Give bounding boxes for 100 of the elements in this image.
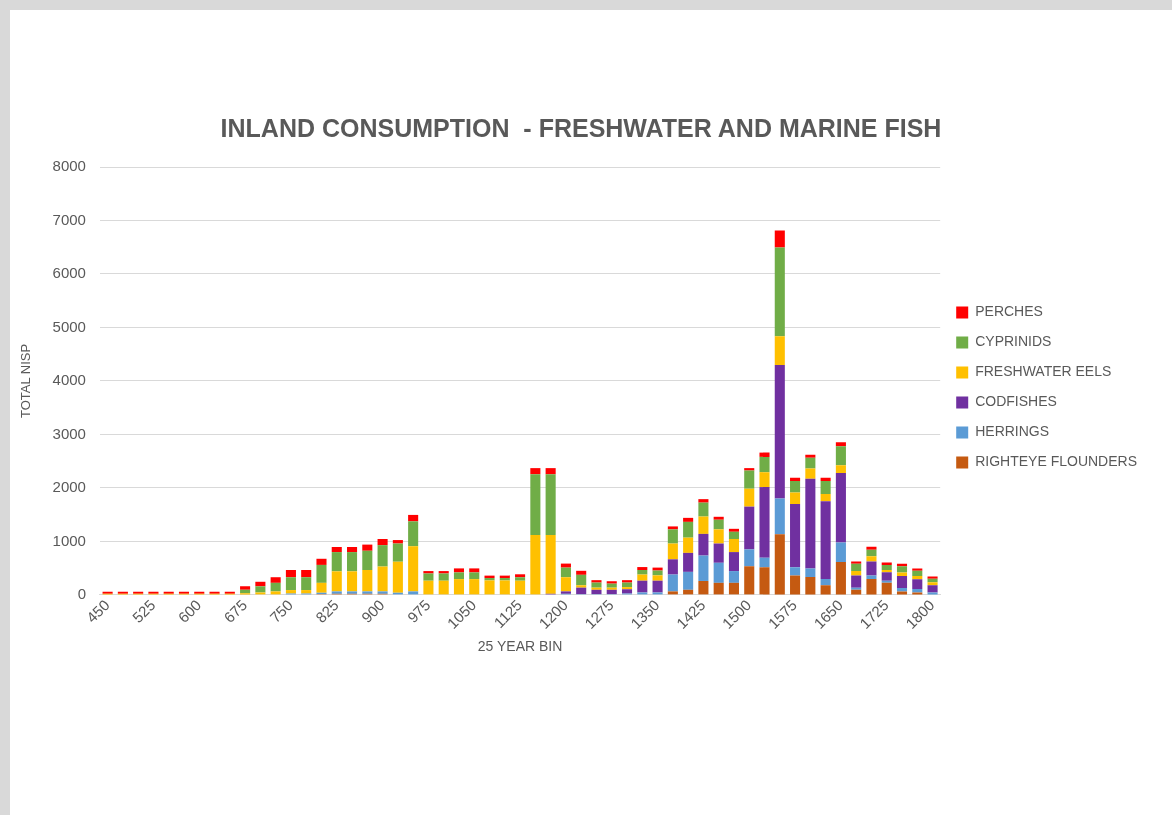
bar [698,502,709,517]
bar [621,580,633,583]
bar [667,591,678,595]
bar [866,549,877,557]
bar [392,540,403,544]
bar [912,579,923,589]
y-tick-label: 1000 [52,531,86,549]
bar [270,591,281,595]
bar [927,582,938,586]
bar [347,552,358,572]
bar [606,587,617,590]
bar [774,534,785,595]
bar [423,573,434,581]
bar [835,465,846,473]
bar [408,546,419,592]
legend-label: CODFISHES [975,393,1057,410]
bar [866,561,877,576]
bar [698,580,709,595]
bar [576,585,587,588]
bar [759,452,770,457]
bar [820,579,831,586]
y-tick-label: 2000 [52,478,86,496]
bar [683,517,694,522]
bar [591,580,602,583]
x-tick-label: 900 [357,596,388,626]
x-tick-label: 825 [312,596,342,626]
bar [683,537,694,553]
bar [744,566,755,595]
bar [866,579,877,595]
legend-label: RIGHTEYE FLOUNDERS [975,453,1138,470]
bar [805,468,816,479]
bar [774,336,785,365]
bar [331,547,342,553]
bar [408,514,419,522]
bar [637,580,648,593]
bar [698,555,709,581]
bar [652,575,663,581]
x-tick-label: 525 [128,596,159,626]
bar [744,549,755,567]
bar [591,582,602,588]
bar [423,580,434,595]
x-axis-title: 25 YEAR BIN [477,638,563,655]
bar [759,567,770,595]
bar [851,575,862,588]
bar [347,547,358,553]
bar [270,577,281,583]
bar [240,586,251,590]
bar [790,575,801,595]
bar [835,561,846,595]
bar [728,538,739,553]
bar [576,587,587,595]
bar [759,472,770,488]
bar [606,581,617,584]
bar [866,556,877,562]
bar [683,552,694,572]
bar [790,492,801,504]
bar [896,591,908,595]
bar [759,456,770,473]
bar [851,561,862,564]
bar [499,580,510,595]
bar [453,572,465,580]
bar [362,544,373,551]
bar [744,470,755,489]
bar [912,568,923,571]
bar [759,487,770,558]
y-axis-title: TOTAL NISP [18,343,34,419]
bar [835,446,846,466]
bar [667,543,678,560]
bar [560,577,571,592]
bar [774,230,785,248]
bar [790,503,801,568]
bar [881,582,892,595]
bar [851,563,862,572]
bar [591,589,602,595]
bar [774,364,785,499]
bar [896,575,908,588]
bar [667,526,678,530]
legend-label: HERRINGS [975,423,1050,440]
y-tick-label: 6000 [52,264,86,282]
bar [728,571,739,583]
bar [316,564,327,583]
bar [683,521,694,538]
y-tick-label: 0 [77,585,86,603]
bar [545,468,556,475]
bar [331,552,342,572]
bar [530,474,541,535]
bar [331,571,342,592]
bar [881,572,892,581]
bar [744,506,755,550]
bar [377,538,388,546]
y-tick-label: 7000 [52,210,86,228]
bar [927,585,938,593]
bar [774,247,785,337]
bar [652,567,663,571]
x-tick-label: 750 [266,596,296,626]
bar [744,488,755,507]
bar [637,567,648,571]
bar [790,480,801,493]
bar [530,534,541,595]
bar [453,579,465,595]
